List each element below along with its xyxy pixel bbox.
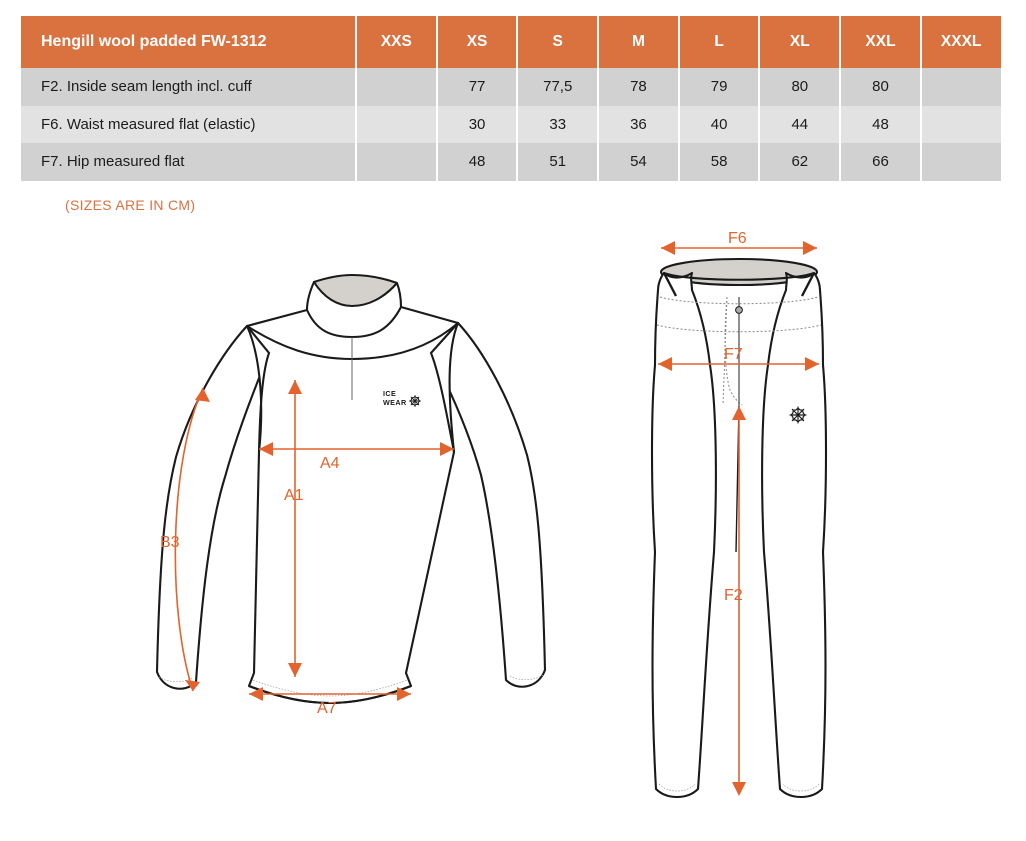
- svg-text:A1: A1: [284, 487, 304, 504]
- svg-text:F7: F7: [724, 346, 743, 363]
- svg-text:B3: B3: [160, 534, 180, 551]
- svg-text:F6: F6: [728, 230, 747, 247]
- svg-text:WEAR: WEAR: [383, 398, 407, 407]
- svg-text:A7: A7: [317, 700, 337, 715]
- svg-text:A4: A4: [320, 455, 340, 472]
- svg-text:F2: F2: [724, 587, 743, 604]
- svg-text:ICE: ICE: [383, 389, 396, 398]
